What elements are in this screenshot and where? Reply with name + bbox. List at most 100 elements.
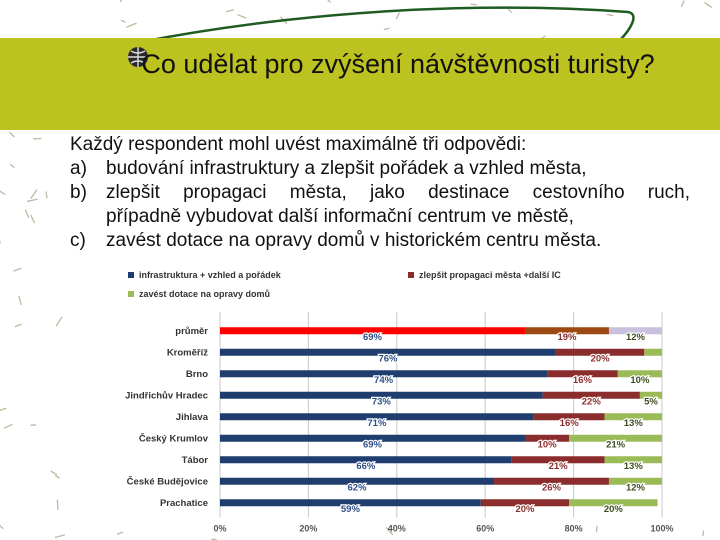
bar-segment [220, 477, 495, 485]
bar-segment [542, 391, 640, 399]
bar-segment [220, 434, 525, 442]
background-stroke [704, 2, 712, 8]
bar-segment [480, 499, 570, 507]
background-stroke [3, 423, 13, 429]
bar-segment [569, 434, 662, 442]
bar-segment [533, 413, 605, 421]
list-marker: c) [70, 230, 86, 251]
category-label: Kroměříž [167, 347, 208, 358]
category-label: Brno [186, 369, 208, 380]
page-title: Co udělat pro zvýšení návštěvnosti turis… [141, 49, 655, 79]
list-item: c) zavést dotace na opravy domů v histor… [70, 229, 690, 253]
bar-segment [617, 370, 662, 378]
stacked-bar-chart: infrastruktura + vzhled a pořádek zlepšit… [125, 270, 673, 534]
bar-segment [220, 348, 556, 356]
background-stroke [0, 407, 7, 411]
x-tick-label: 60% [476, 524, 494, 534]
background-stroke [680, 0, 685, 8]
bar-segment [608, 477, 662, 485]
background-stroke [45, 191, 48, 199]
legend-swatch [128, 272, 134, 278]
background-stroke [30, 189, 38, 199]
x-tick-label: 0% [213, 524, 226, 534]
background-stroke [30, 214, 35, 224]
background-stroke [126, 22, 137, 28]
legend-label: zavést dotace na opravy domů [139, 289, 270, 299]
data-label: 20% [515, 504, 535, 515]
list-text: budování infrastruktury a zlepšit pořáde… [106, 158, 587, 179]
background-stroke [0, 190, 6, 195]
list-marker [70, 205, 106, 229]
background-stroke [13, 267, 22, 272]
x-tick-label: 100% [650, 524, 673, 534]
body-text: Každý respondent mohl uvést maximálně tř… [70, 133, 690, 253]
data-label: 20% [604, 504, 624, 515]
bar-segment [639, 391, 662, 399]
background-stroke [50, 470, 58, 476]
data-label: 20% [591, 353, 611, 364]
background-stroke [237, 14, 247, 19]
background-stroke [9, 163, 15, 168]
background-stroke [383, 27, 390, 31]
category-label: Jindřichův Hradec [125, 390, 208, 401]
bar-segment [511, 456, 605, 464]
bar-segment [220, 456, 512, 464]
data-label: 66% [356, 461, 376, 472]
x-tick-label: 20% [299, 524, 317, 534]
data-label: 22% [582, 396, 602, 407]
x-tick-label: 80% [565, 524, 583, 534]
background-stroke [0, 524, 4, 530]
background-stroke [226, 9, 235, 13]
background-stroke [18, 295, 22, 306]
category-label: České Budějovice [127, 475, 208, 487]
globe-icon [128, 47, 148, 67]
title-band [0, 38, 720, 130]
background-stroke [9, 131, 15, 138]
data-label: 10% [538, 439, 558, 450]
data-label: 12% [626, 332, 646, 343]
data-label: 13% [624, 418, 644, 429]
data-label: 5% [644, 396, 658, 407]
data-label: 71% [367, 418, 387, 429]
data-label: 21% [549, 461, 569, 472]
bar-segment [644, 348, 662, 356]
data-label: 26% [542, 482, 562, 493]
data-label: 59% [341, 504, 361, 515]
data-label: 13% [624, 461, 644, 472]
bar-segment [604, 413, 662, 421]
bar-segment [220, 391, 543, 399]
background-stroke [54, 534, 66, 539]
category-label: Tábor [182, 455, 209, 466]
list-item: b) zlepšit propagaci města, jako destina… [70, 181, 690, 205]
background-stroke [470, 3, 477, 6]
data-label: 76% [378, 353, 398, 364]
category-label: Český Krumlov [139, 432, 209, 444]
background-stroke [26, 198, 38, 202]
bar-segment [220, 327, 525, 335]
background-stroke [55, 316, 63, 327]
category-label: Jihlava [176, 412, 209, 423]
background-stroke [606, 13, 614, 17]
legend-swatch [408, 272, 414, 278]
list-text: zlepšit propagaci města, jako destinace … [106, 182, 690, 203]
list-item: a) budování infrastruktury a zlepšit poř… [70, 157, 690, 181]
bar-segment [555, 348, 645, 356]
bar-segment [604, 456, 662, 464]
category-label: Prachatice [160, 498, 208, 509]
bar-segment [220, 413, 534, 421]
bar-segment [220, 370, 548, 378]
background-stroke [56, 499, 59, 511]
list-marker: b) [70, 182, 87, 203]
background-stroke [116, 531, 124, 535]
data-label: 74% [374, 375, 394, 386]
background-stroke [395, 12, 400, 20]
background-stroke [14, 323, 22, 328]
background-stroke [24, 209, 30, 218]
data-label: 16% [573, 375, 593, 386]
bar-segment [608, 327, 662, 335]
data-label: 16% [560, 418, 580, 429]
bar-segment [494, 477, 609, 485]
x-tick-label: 40% [388, 524, 406, 534]
data-label: 19% [557, 332, 577, 343]
background-stroke [119, 0, 123, 3]
